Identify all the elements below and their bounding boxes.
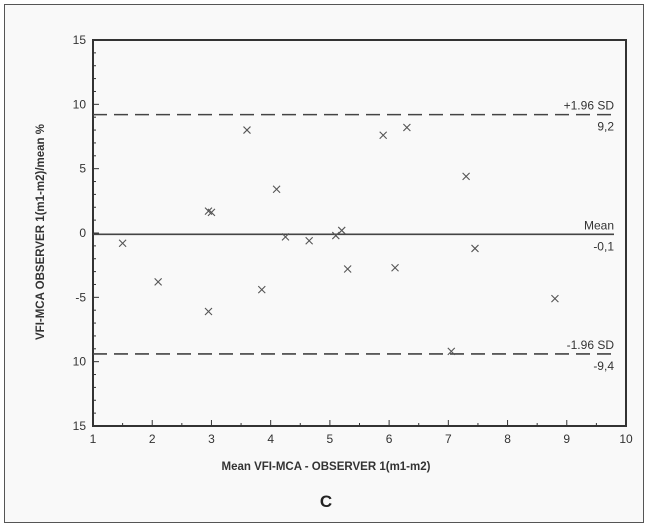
data-point (379, 131, 388, 140)
data-points (118, 123, 559, 356)
reference-line-name: -1.96 SD (567, 338, 615, 352)
plot-frame (92, 39, 627, 427)
data-point (402, 123, 411, 132)
data-point (337, 226, 346, 235)
data-point (391, 263, 399, 272)
x-axis: 1 2 3 4 5 6 7 8 9 10 (90, 420, 633, 446)
data-point (343, 265, 352, 273)
y-tick-label: 0 (79, 226, 86, 240)
x-tick-label: 6 (386, 432, 393, 446)
data-point (471, 244, 479, 253)
y-tick-label: -5 (75, 290, 86, 304)
data-point (257, 285, 266, 294)
data-point (154, 278, 163, 286)
data-point (462, 172, 470, 181)
y-axis: 15 10 5 0 -5 10 15 (73, 33, 99, 433)
y-axis-title: VFI-MCA OBSERVER 1(m1-m2)/mean % (35, 124, 47, 340)
data-point (118, 239, 127, 248)
y-tick-label: 15 (73, 419, 87, 433)
x-tick-label: 3 (208, 432, 215, 446)
data-point (551, 294, 559, 303)
x-axis-title: Mean VFI-MCA - OBSERVER 1(m1-m2) (222, 461, 431, 473)
reference-line-value: 9,2 (597, 120, 614, 134)
data-point (272, 185, 281, 194)
x-tick-label: 9 (563, 432, 570, 446)
data-point (207, 208, 216, 217)
reference-line-name: Mean (584, 218, 614, 232)
figure-panel (4, 4, 644, 523)
x-tick-label: 10 (619, 432, 633, 446)
y-tick-label: 10 (73, 97, 87, 111)
x-tick-label: 2 (149, 432, 156, 446)
data-point (243, 126, 251, 134)
x-tick-label: 5 (327, 432, 334, 446)
x-tick-label: 1 (90, 432, 97, 446)
reference-line-name: +1.96 SD (564, 99, 615, 113)
x-tick-label: 8 (504, 432, 511, 446)
x-tick-label: 7 (445, 432, 452, 446)
reference-line-value: -9,4 (593, 359, 614, 373)
data-point (305, 236, 314, 245)
reference-line-value: -0,1 (593, 239, 614, 253)
y-tick-label: 5 (79, 162, 86, 176)
panel-label: C (320, 492, 332, 511)
x-tick-label: 4 (267, 432, 274, 446)
data-point (281, 232, 290, 241)
y-tick-label: 15 (73, 33, 87, 47)
reference-lines: +1.96 SD 9,2 Mean -0,1 -1.96 SD -9,4 (93, 99, 614, 373)
data-point (204, 307, 213, 316)
y-tick-label: 10 (73, 355, 87, 369)
data-point (447, 347, 456, 356)
